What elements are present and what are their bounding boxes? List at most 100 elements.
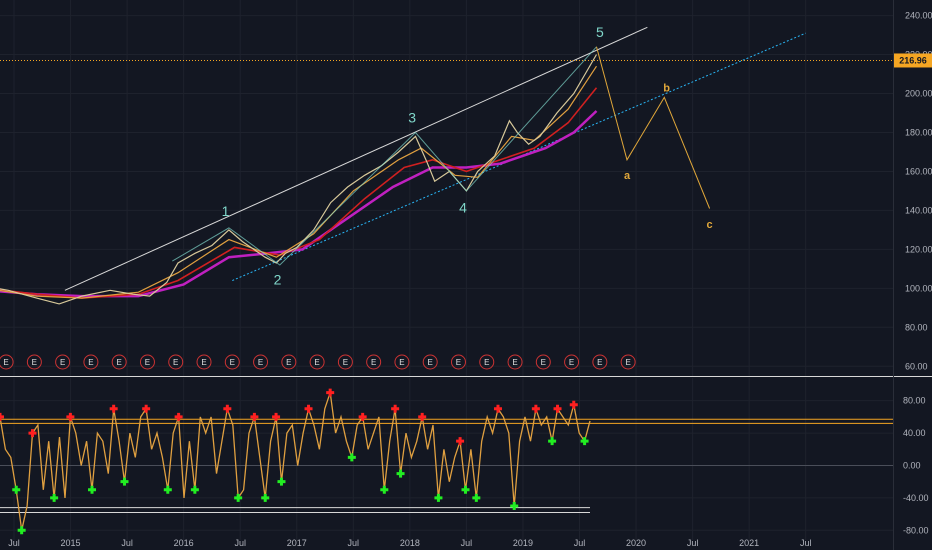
oscillator-tick-label: -80.00 [903,525,929,535]
price-tick-label: 120.00 [905,244,932,254]
buy-signal-marker [380,485,389,494]
earnings-marker[interactable] [366,354,382,370]
price-grid [0,0,893,376]
wave-label-2: 2 [274,271,282,287]
sell-signal-marker [109,404,118,413]
fast-moving-average-line [0,65,598,299]
price-axis[interactable]: 240.00220.00200.00180.00160.00140.00120.… [894,11,932,372]
buy-signal-marker [347,453,356,462]
buy-signal-marker [50,493,59,502]
time-tick-label: Jul [8,538,20,548]
earnings-marker-label: E [484,358,489,367]
oscillator-axis[interactable]: 80.00 40.00 0.00 -40.00 -80.00 [903,396,929,536]
last-price-tag [894,53,932,68]
price-tick-label: 180.00 [905,127,932,137]
earnings-marker[interactable] [168,354,184,370]
price-tick-label: 200.00 [905,89,932,99]
time-tick-label: Jul [687,538,699,548]
time-tick-label: 2018 [400,538,420,548]
buy-signal-marker [548,437,557,446]
earnings-marker[interactable] [535,354,551,370]
mid-moving-average-line [0,87,598,299]
time-tick-label: 2019 [513,538,533,548]
buy-signal-marker [580,437,589,446]
earnings-marker[interactable] [253,354,269,370]
earnings-marker[interactable] [139,354,155,370]
earnings-marker[interactable] [83,354,99,370]
time-tick-label: Jul [461,538,473,548]
buy-signal-marker [396,469,405,478]
earnings-marker[interactable] [592,354,608,370]
buy-signal-marker [17,526,26,535]
earnings-marker[interactable] [26,354,42,370]
earnings-marker-label: E [173,358,178,367]
buy-signal-marker [120,477,129,486]
earnings-marker[interactable] [422,354,438,370]
wave-label-3: 3 [408,110,416,126]
earnings-marker[interactable] [281,354,297,370]
earnings-marker[interactable] [564,354,580,370]
oscillator-line [0,392,591,531]
earnings-marker[interactable] [479,354,495,370]
earnings-marker-label: E [625,358,630,367]
wave-label-5: 5 [596,24,604,40]
oscillator-tick-label: 0.00 [903,460,921,470]
price-tick-label: 100.00 [905,283,932,293]
sell-signal-marker [358,412,367,421]
time-axis[interactable]: Jul 2015 Jul 2016 Jul 2017 Jul 2018 Jul 2019 Jul 20… [8,538,811,548]
oscillator-pane[interactable] [0,388,893,535]
wave-label-a: a [624,170,631,182]
earnings-marker-label: E [512,358,517,367]
earnings-marker-label: E [88,358,93,367]
buy-signal-marker [12,485,21,494]
price-tick-label: 140.00 [905,205,932,215]
wave-label-b: b [663,83,670,95]
price-tick-label: 60.00 [905,361,928,371]
time-tick-label: Jul [234,538,246,548]
sell-signal-marker [531,404,540,413]
buy-signal-marker [277,477,286,486]
sell-signal-marker [304,404,313,413]
earnings-marker[interactable] [111,354,127,370]
earnings-marker-label: E [286,358,291,367]
buy-signal-marker [88,485,97,494]
earnings-marker[interactable] [309,354,325,370]
earnings-marker[interactable] [0,354,14,370]
buy-signal-marker [472,493,481,502]
earnings-marker[interactable] [450,354,466,370]
upper-channel-line[interactable] [64,26,648,291]
wave-label-c: c [707,219,713,231]
earnings-marker[interactable] [394,354,410,370]
time-tick-label: Jul [800,538,812,548]
earnings-marker-label: E [258,358,263,367]
oscillator-tick-label: 40.00 [903,428,926,438]
last-price-label: 216.96 [899,55,927,65]
earnings-marker-label: E [541,358,546,367]
sell-signal-marker [493,404,502,413]
earnings-marker[interactable] [507,354,523,370]
time-tick-label: 2016 [174,538,194,548]
sell-signal-marker [250,412,259,421]
earnings-marker[interactable] [337,354,353,370]
earnings-marker[interactable] [196,354,212,370]
earnings-marker-label: E [428,358,433,367]
abc-projection-path[interactable] [596,46,711,209]
elliott-wave-path[interactable] [172,46,597,266]
earnings-marker-label: E [117,358,122,367]
time-tick-label: 2017 [287,538,307,548]
earnings-marker[interactable] [55,354,71,370]
earnings-marker[interactable] [224,354,240,370]
price-tick-label: 160.00 [905,166,932,176]
price-pane[interactable]: 12345abcEEEEEEEEEEEEEEEEEEEEEEEEE [0,24,893,370]
sell-signal-marker [28,429,37,438]
earnings-marker[interactable] [620,354,636,370]
buy-signal-marker [461,485,470,494]
sell-signal-marker [66,412,75,421]
earnings-marker-label: E [230,358,235,367]
buy-signal-marker [163,485,172,494]
earnings-marker-label: E [371,358,376,367]
sell-signal-marker [456,437,465,446]
sell-signal-marker [0,412,4,421]
time-tick-label: Jul [348,538,360,548]
